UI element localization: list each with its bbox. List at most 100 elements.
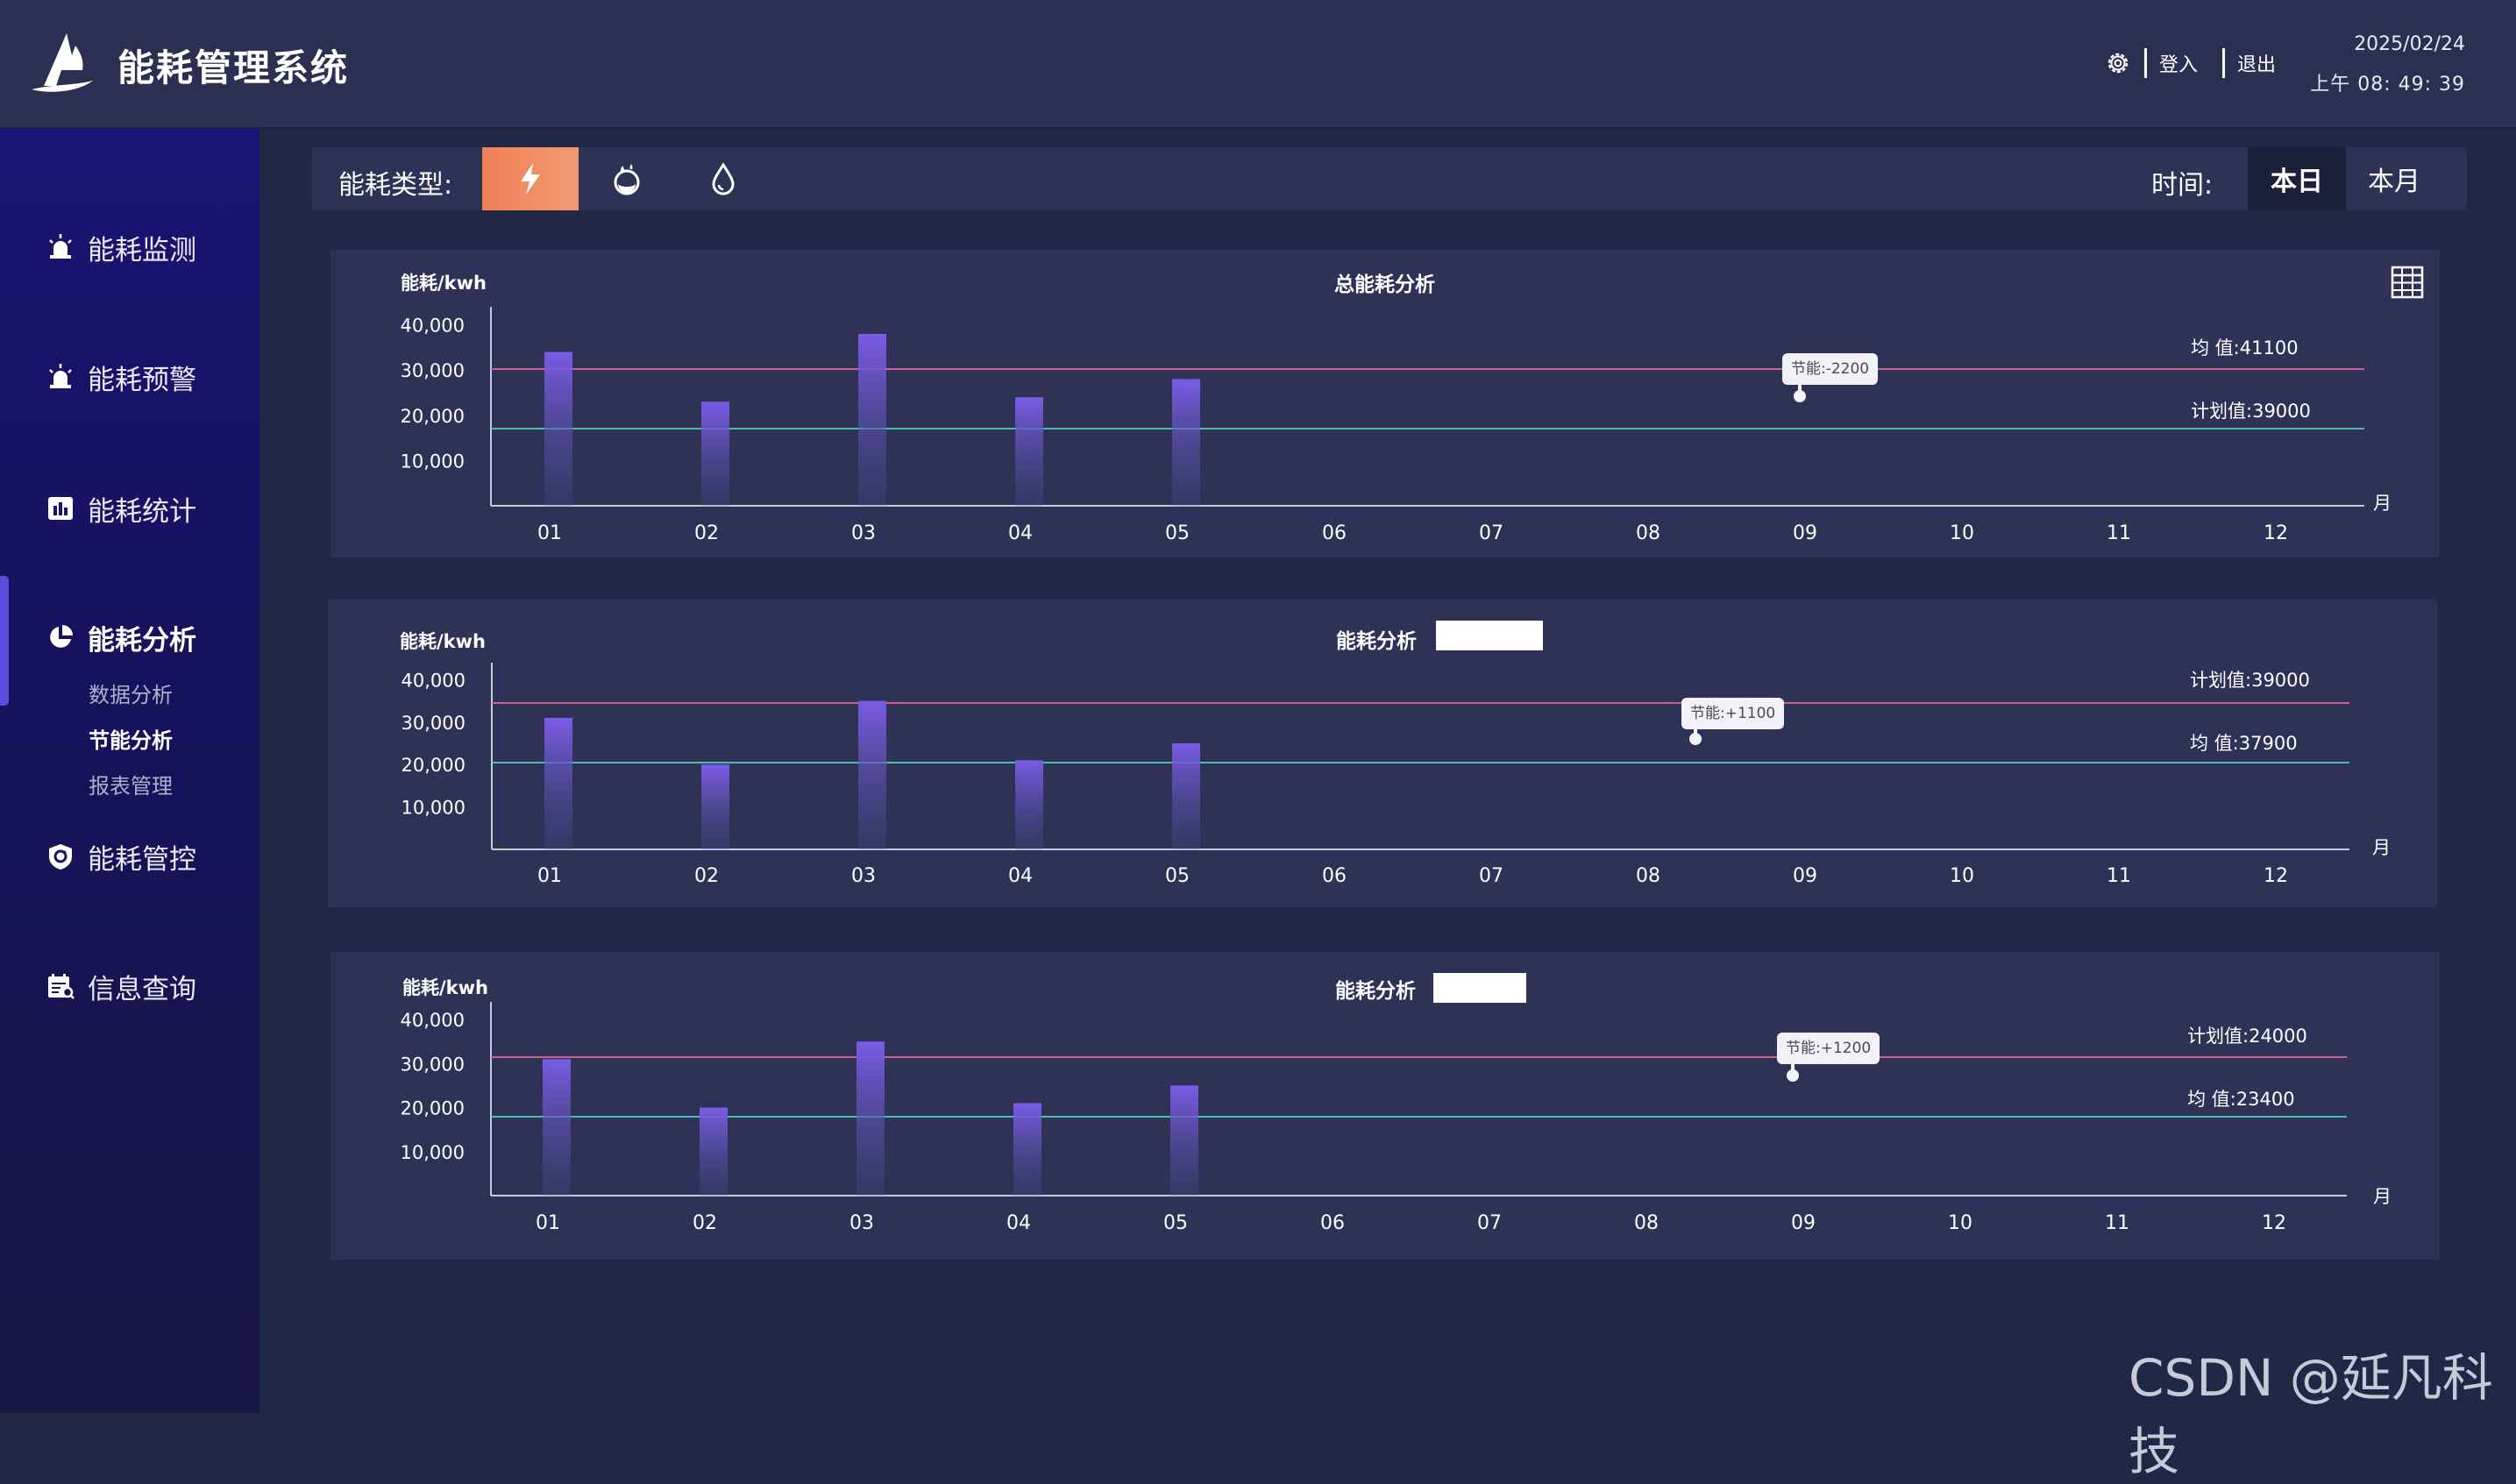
chart-panel-total: 10,000 20,000 30,000 40,000 01 02 03 04 05 06 07 08… bbox=[330, 250, 2440, 557]
bar[interactable] bbox=[1170, 1085, 1198, 1196]
bar[interactable] bbox=[701, 401, 729, 506]
bar[interactable] bbox=[1172, 742, 1200, 849]
time-option-month[interactable]: 本月 bbox=[2368, 167, 2420, 197]
sidebar-item-query[interactable]: 信息查询 bbox=[44, 964, 196, 1008]
active-indicator bbox=[0, 576, 9, 706]
ref-value: 41100 bbox=[2239, 337, 2299, 359]
header-time: 上午 08: 49: 39 bbox=[2310, 74, 2465, 96]
x-tick-label: 06 bbox=[1322, 522, 1347, 544]
ref-value: 37900 bbox=[2238, 733, 2298, 754]
x-tick-label: 09 bbox=[1793, 522, 1817, 544]
bar[interactable] bbox=[1015, 760, 1043, 849]
calendar-search-icon bbox=[44, 969, 77, 1003]
bar[interactable] bbox=[700, 1107, 728, 1196]
x-tick-label: 09 bbox=[1791, 1212, 1816, 1234]
ref-value: 39000 bbox=[2252, 401, 2311, 422]
y-axis-unit: 能耗/kwh bbox=[401, 273, 487, 294]
x-tick-label: 07 bbox=[1479, 522, 1503, 544]
login-link[interactable]: 登入 bbox=[2159, 54, 2199, 76]
bar[interactable] bbox=[544, 351, 572, 506]
x-tick-label: 02 bbox=[694, 865, 719, 887]
sidebar-item-control[interactable]: 能耗管控 bbox=[44, 834, 196, 878]
sidebar-item-warning[interactable]: 能耗预警 bbox=[44, 355, 196, 399]
x-tick-label: 06 bbox=[1322, 865, 1347, 887]
annotation-dot bbox=[1787, 1069, 1799, 1082]
x-tick-label: 01 bbox=[537, 522, 562, 544]
annotation-dot bbox=[1689, 733, 1702, 745]
water-type-button[interactable] bbox=[675, 147, 771, 210]
bar-chart-icon bbox=[44, 492, 77, 525]
bar[interactable] bbox=[858, 700, 886, 849]
alarm-light-icon bbox=[44, 231, 77, 264]
x-tick-label: 12 bbox=[2262, 1212, 2286, 1234]
chart-title: 总能耗分析 bbox=[1334, 273, 1435, 296]
x-tick-label: 04 bbox=[1006, 1212, 1031, 1234]
app-header: 能耗管理系统 登入 退出 2025/02/24 上午 08: 49: 39 bbox=[0, 0, 2516, 129]
divider bbox=[2222, 48, 2226, 78]
x-tick-label: 10 bbox=[1950, 522, 1974, 544]
x-tick-label: 02 bbox=[693, 1212, 717, 1234]
bar[interactable] bbox=[544, 717, 572, 849]
bar[interactable] bbox=[701, 764, 729, 849]
y-axis-unit: 能耗/kwh bbox=[400, 631, 486, 652]
x-tick-label: 10 bbox=[1950, 865, 1974, 887]
sidebar-item-statistics[interactable]: 能耗统计 bbox=[44, 486, 196, 530]
y-tick-label: 20,000 bbox=[402, 755, 466, 776]
bar[interactable] bbox=[858, 333, 886, 506]
x-tick-label: 09 bbox=[1793, 865, 1817, 887]
bar[interactable] bbox=[1172, 379, 1200, 506]
x-tick-label: 03 bbox=[849, 1212, 874, 1234]
x-tick-label: 08 bbox=[1636, 522, 1660, 544]
logout-link[interactable]: 退出 bbox=[2237, 54, 2277, 76]
x-tick-label: 01 bbox=[536, 1212, 560, 1234]
ref-label-text: 均 值: bbox=[2187, 1089, 2236, 1110]
y-tick-label: 30,000 bbox=[401, 1054, 465, 1075]
ref-label-text: 均 值: bbox=[2191, 337, 2240, 359]
selector-box[interactable] bbox=[1436, 621, 1543, 650]
bar-chart: 10,000 20,000 30,000 40,000 01 02 03 04 05 06 07 08… bbox=[401, 307, 2392, 544]
y-tick-label: 40,000 bbox=[402, 670, 466, 691]
watermark: CSDN @延凡科技 bbox=[2129, 1348, 2493, 1481]
x-tick-label: 08 bbox=[1636, 865, 1660, 887]
ref-label-text: 计划值: bbox=[2191, 401, 2253, 422]
electricity-type-button[interactable] bbox=[482, 147, 579, 210]
sidebar-item-analysis[interactable]: 能耗分析 bbox=[44, 615, 196, 659]
water-quality-type-button[interactable] bbox=[579, 147, 675, 210]
time-option-today[interactable]: 本日 bbox=[2248, 147, 2346, 210]
ref-label-text: 计划值: bbox=[2190, 670, 2252, 691]
x-tick-label: 12 bbox=[2264, 865, 2288, 887]
water-quality-icon bbox=[614, 164, 640, 195]
y-tick-label: 30,000 bbox=[402, 713, 466, 734]
chart-title: 能耗分析 bbox=[1335, 980, 1416, 1003]
water-drop-icon bbox=[712, 162, 735, 195]
x-tick-label: 08 bbox=[1634, 1212, 1659, 1234]
x-tick-label: 11 bbox=[2107, 865, 2131, 887]
ref-label-text: 计划值: bbox=[2187, 1026, 2249, 1047]
lightning-icon bbox=[521, 163, 540, 195]
table-view-icon[interactable] bbox=[2391, 266, 2424, 299]
sidebar-subitem-energy-saving[interactable]: 节能分析 bbox=[89, 728, 173, 753]
ref-label-text: 均 值: bbox=[2190, 733, 2239, 754]
sidebar-subitem-reports[interactable]: 报表管理 bbox=[89, 774, 173, 799]
saving-annotation: 节能:+1200 bbox=[1777, 1033, 1880, 1064]
x-tick-label: 01 bbox=[537, 865, 562, 887]
sailboat-logo-icon bbox=[32, 33, 93, 92]
gear-icon[interactable] bbox=[2104, 49, 2132, 77]
selector-box[interactable] bbox=[1433, 973, 1526, 1003]
bar[interactable] bbox=[543, 1059, 571, 1196]
ref-line-label: 计划值:39000 bbox=[2191, 397, 2311, 423]
bar[interactable] bbox=[1013, 1103, 1041, 1196]
x-tick-label: 05 bbox=[1165, 522, 1190, 544]
sidebar-subitem-data-analysis[interactable]: 数据分析 bbox=[89, 683, 173, 707]
sidebar: 能耗监测 能耗预警 能耗统计 能耗分析 数据分析 节能分析 报表管理 能耗管控 … bbox=[0, 129, 259, 1413]
header-tools: 登入 退出 bbox=[2104, 46, 2276, 81]
sidebar-item-monitor[interactable]: 能耗监测 bbox=[44, 225, 196, 269]
chart-panel-analysis-1: 10,000 20,000 30,000 40,000 01 02 03 04 05 06 07 08… bbox=[328, 600, 2437, 907]
annotation-stem bbox=[1798, 385, 1802, 394]
ref-line-label: 均 值:41100 bbox=[2191, 334, 2299, 360]
bar[interactable] bbox=[1015, 397, 1043, 506]
filter-bar: 能耗类型: 时间: 本日 本月 bbox=[312, 147, 2467, 210]
x-tick-label: 04 bbox=[1008, 522, 1033, 544]
bar[interactable] bbox=[856, 1041, 885, 1196]
y-axis-unit: 能耗/kwh bbox=[402, 977, 488, 998]
